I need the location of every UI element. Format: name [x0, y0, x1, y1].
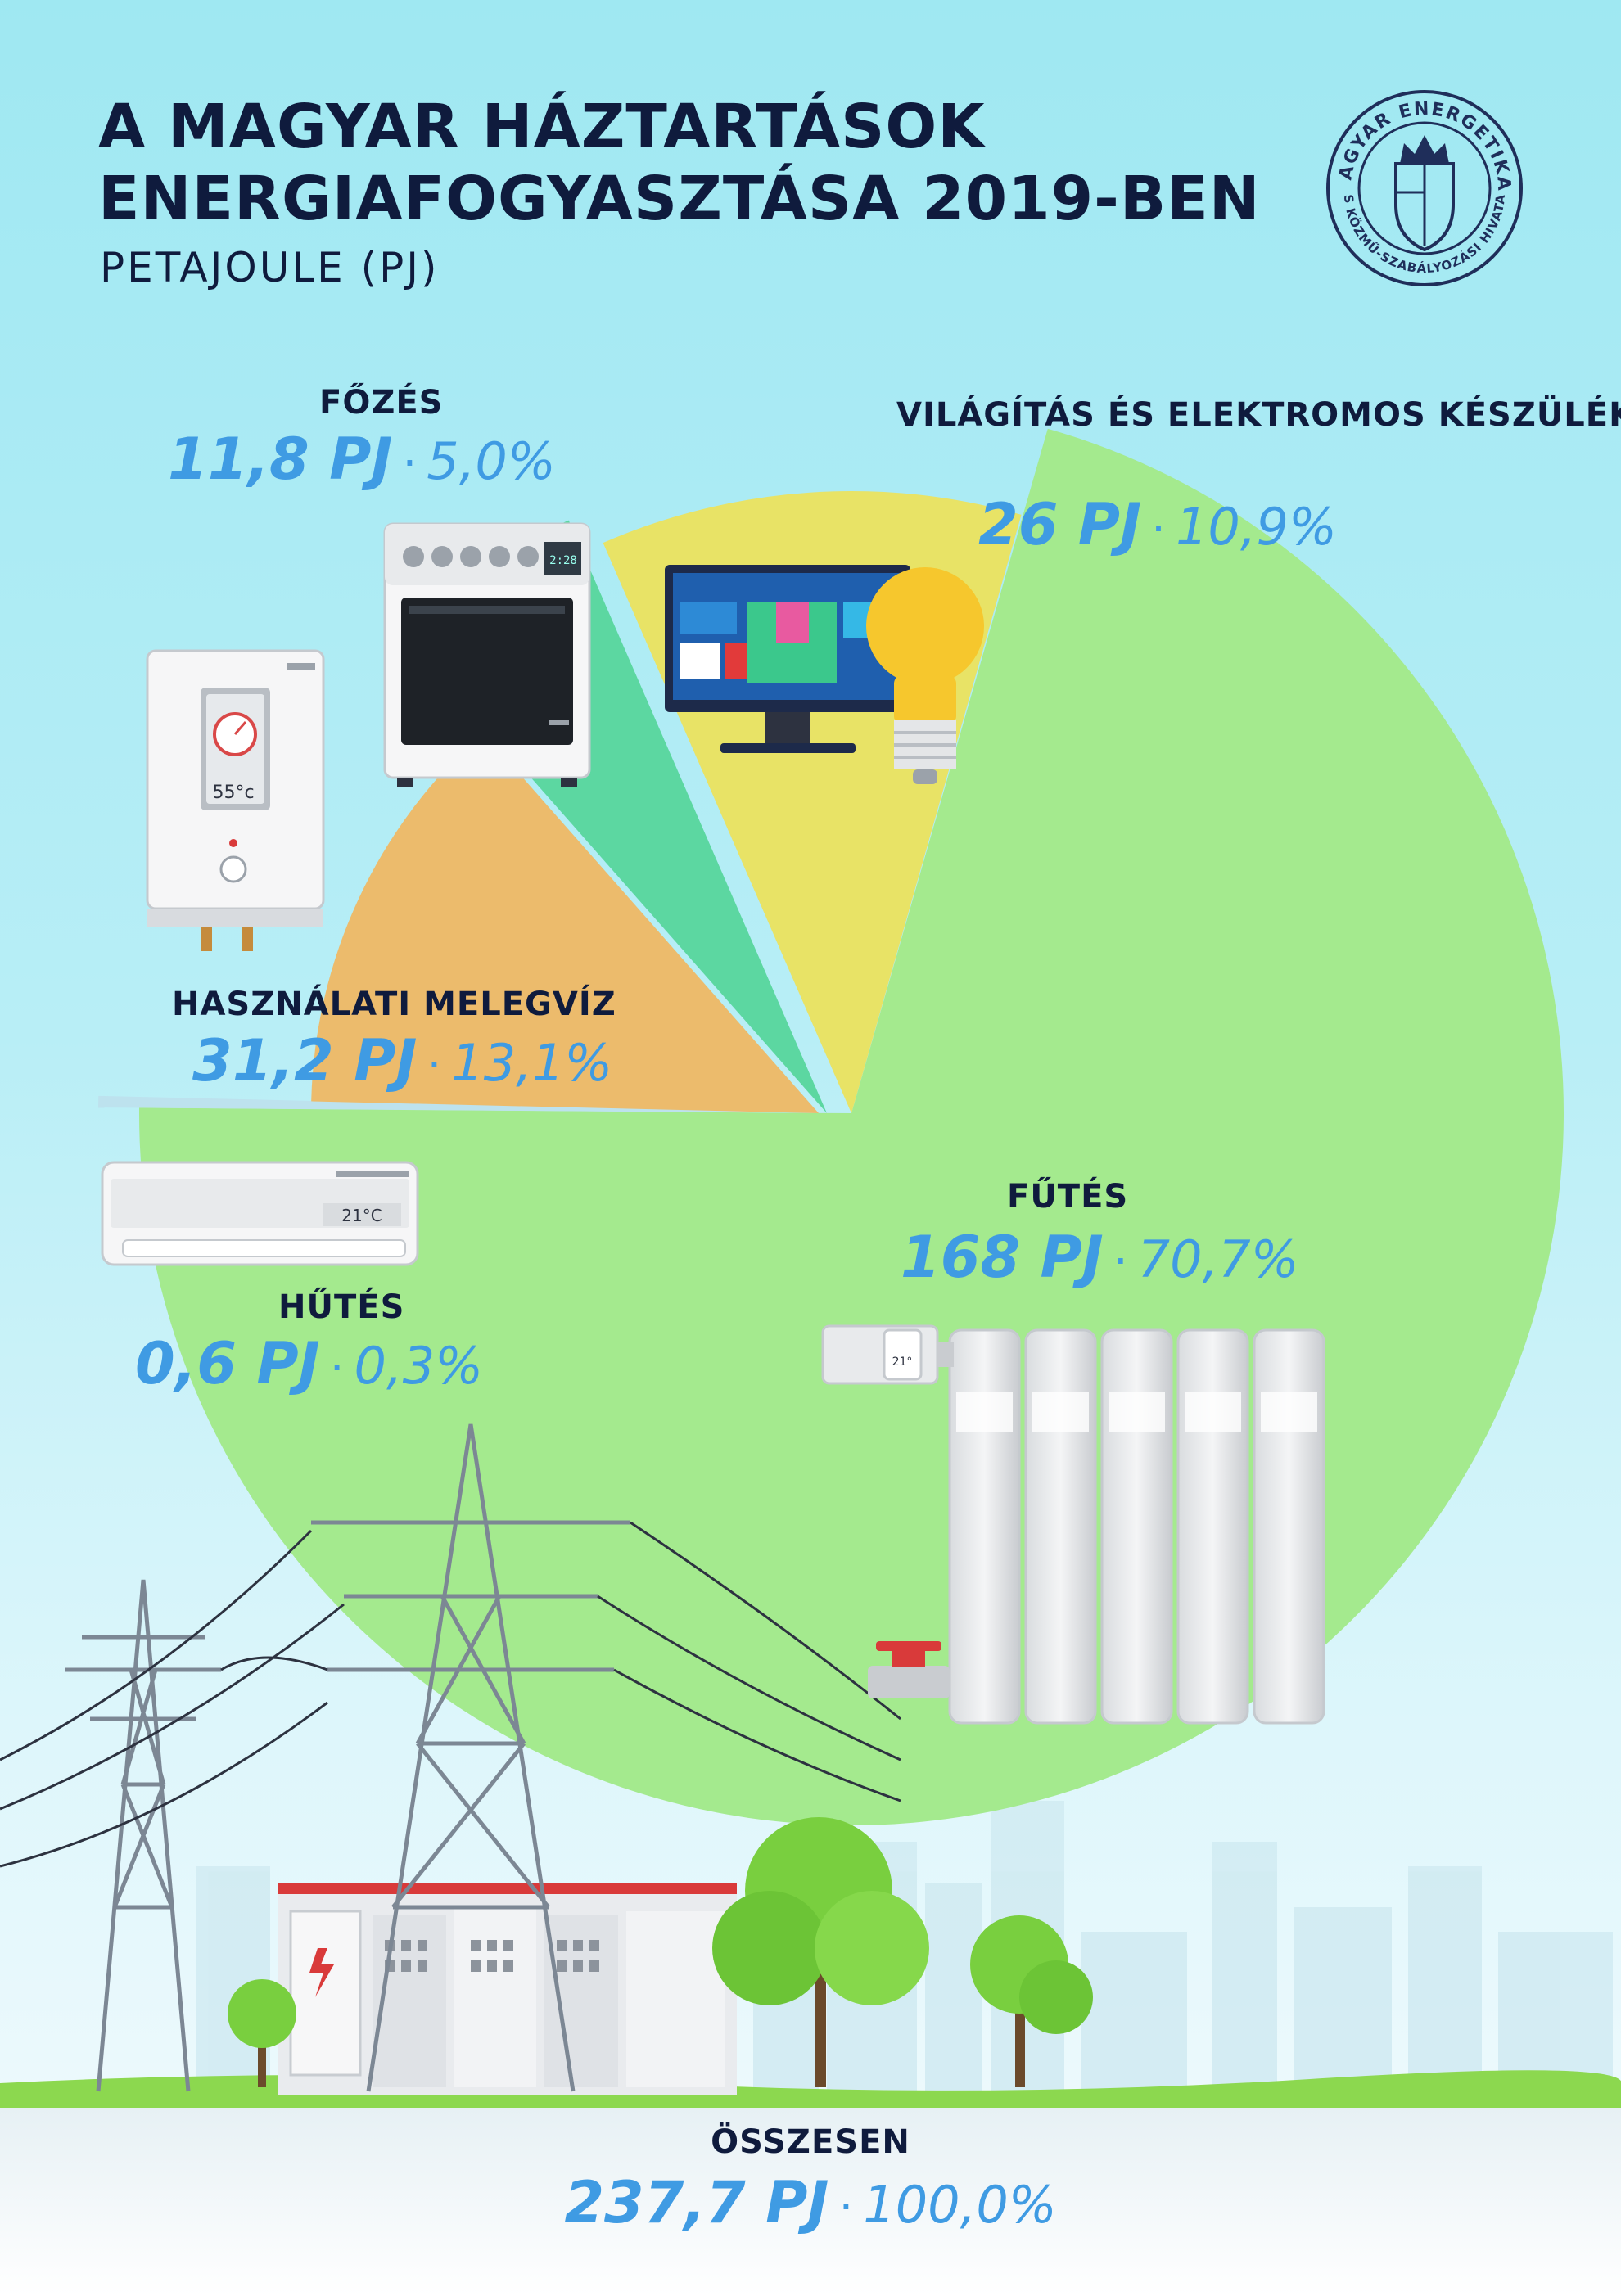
stove-display: 2:28 — [549, 554, 577, 567]
value-cooling: 0,6 PJ · 0,3% — [135, 1330, 483, 1397]
value-cooling-pj: 0,6 PJ — [135, 1330, 320, 1397]
radiator-band — [1109, 1392, 1165, 1432]
radiator-band — [1032, 1392, 1089, 1432]
separator: · — [1113, 1235, 1128, 1288]
label-cooling: HŰTÉS — [278, 1288, 405, 1326]
separator: · — [427, 1039, 442, 1092]
value-lighting-pj: 26 PJ — [978, 491, 1142, 558]
separator: · — [1151, 503, 1166, 556]
radiator-column — [1253, 1328, 1325, 1725]
value-total: 237,7 PJ · 100,0% — [0, 2169, 1621, 2236]
tree-icon — [228, 1817, 1093, 2087]
label-heating: FŰTÉS — [1007, 1178, 1129, 1216]
title-line-2: ENERGIAFOGYASZTÁSA 2019-BEN — [98, 164, 1261, 234]
radiator-column — [1024, 1328, 1097, 1725]
substation-icon — [278, 1883, 737, 2095]
air-conditioner-icon: 21°C — [101, 1161, 419, 1266]
valve-display: 21° — [892, 1355, 913, 1369]
value-heating-pj: 168 PJ — [901, 1224, 1104, 1291]
value-heating: 168 PJ · 70,7% — [901, 1224, 1299, 1291]
water-heater-icon: 55°c — [146, 649, 325, 951]
radiator-band — [1185, 1392, 1241, 1432]
power-tower-icon — [65, 1423, 630, 2092]
value-lighting: 26 PJ · 10,9% — [978, 491, 1337, 558]
radiator-band — [1261, 1392, 1317, 1432]
label-hot-water: HASZNÁLATI MELEGVÍZ — [172, 986, 616, 1023]
radiator-icon: 21° — [821, 1324, 1325, 1725]
label-lighting: VILÁGÍTÁS ÉS ELEKTROMOS KÉSZÜLÉKEK — [896, 396, 1621, 434]
value-cooking-pj: 11,8 PJ — [168, 426, 393, 493]
radiator-column — [948, 1328, 1021, 1725]
value-hot-water: 31,2 PJ · 13,1% — [192, 1027, 612, 1094]
radiator-band — [956, 1392, 1013, 1432]
separator: · — [329, 1342, 345, 1395]
radiator-column — [1176, 1328, 1249, 1725]
label-cooking: FŐZÉS — [319, 384, 444, 422]
value-hot-water-pct: 13,1% — [451, 1033, 613, 1093]
title-line-1: A MAGYAR HÁZTARTÁSOK — [98, 92, 986, 162]
radiator-column — [1100, 1328, 1173, 1725]
heater-display: 55°c — [212, 783, 254, 803]
label-total: ÖSSZESEN — [711, 2123, 910, 2161]
ground — [0, 2104, 1621, 2296]
value-total-pct: 100,0% — [863, 2175, 1057, 2235]
stove-icon: 2:28 — [383, 522, 591, 787]
ac-display: 21°C — [341, 1206, 382, 1225]
value-cooling-pct: 0,3% — [354, 1336, 484, 1396]
value-cooking-pct: 5,0% — [427, 431, 556, 491]
value-heating-pct: 70,7% — [1137, 1229, 1299, 1289]
value-total-pj: 237,7 PJ — [564, 2169, 829, 2236]
value-cooking: 11,8 PJ · 5,0% — [168, 426, 556, 493]
separator: · — [838, 2181, 854, 2234]
subtitle: PETAJOULE (PJ) — [100, 244, 440, 291]
separator: · — [402, 437, 418, 490]
pie-slice-water-heater — [311, 732, 819, 1113]
value-lighting-pct: 10,9% — [1175, 497, 1337, 557]
tv-and-bulb-icon — [665, 565, 984, 784]
value-hot-water-pj: 31,2 PJ — [192, 1027, 418, 1094]
power-lines — [0, 1521, 901, 1868]
